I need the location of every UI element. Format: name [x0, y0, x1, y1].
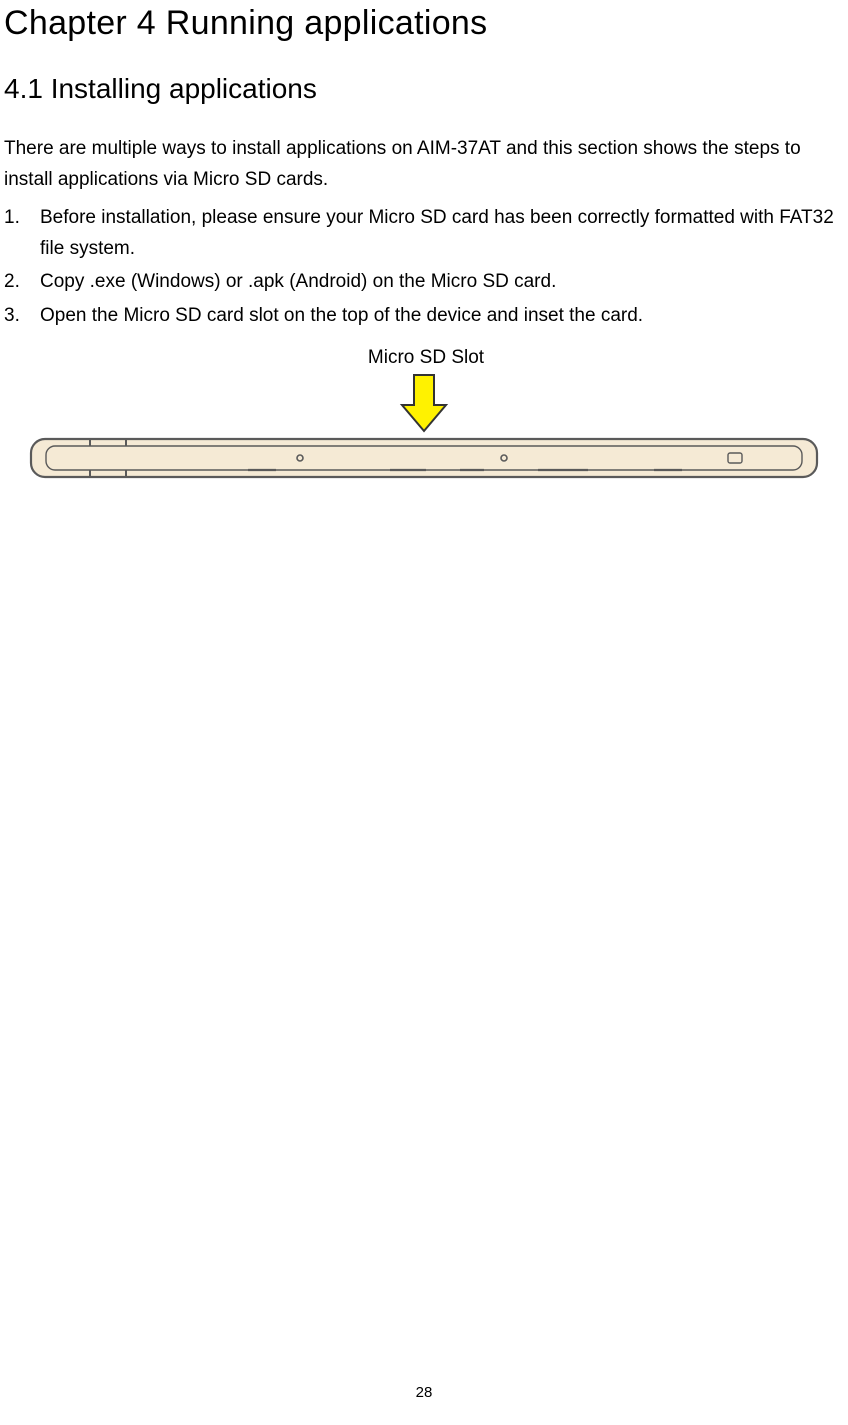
list-item: Before installation, please ensure your … — [4, 202, 844, 265]
section-title: 4.1 Installing applications — [4, 73, 844, 105]
intro-paragraph: There are multiple ways to install appli… — [4, 133, 844, 196]
page-number: 28 — [0, 1384, 848, 1401]
chapter-title: Chapter 4 Running applications — [4, 4, 844, 43]
steps-list: Before installation, please ensure your … — [4, 202, 844, 331]
device-top-view-icon — [28, 433, 820, 483]
list-item: Copy .exe (Windows) or .apk (Android) on… — [4, 266, 844, 297]
arrow-down-icon — [399, 373, 449, 435]
list-item: Open the Micro SD card slot on the top o… — [4, 300, 844, 331]
diagram-container: Micro SD Slot — [4, 347, 844, 483]
diagram-label: Micro SD Slot — [8, 347, 844, 369]
